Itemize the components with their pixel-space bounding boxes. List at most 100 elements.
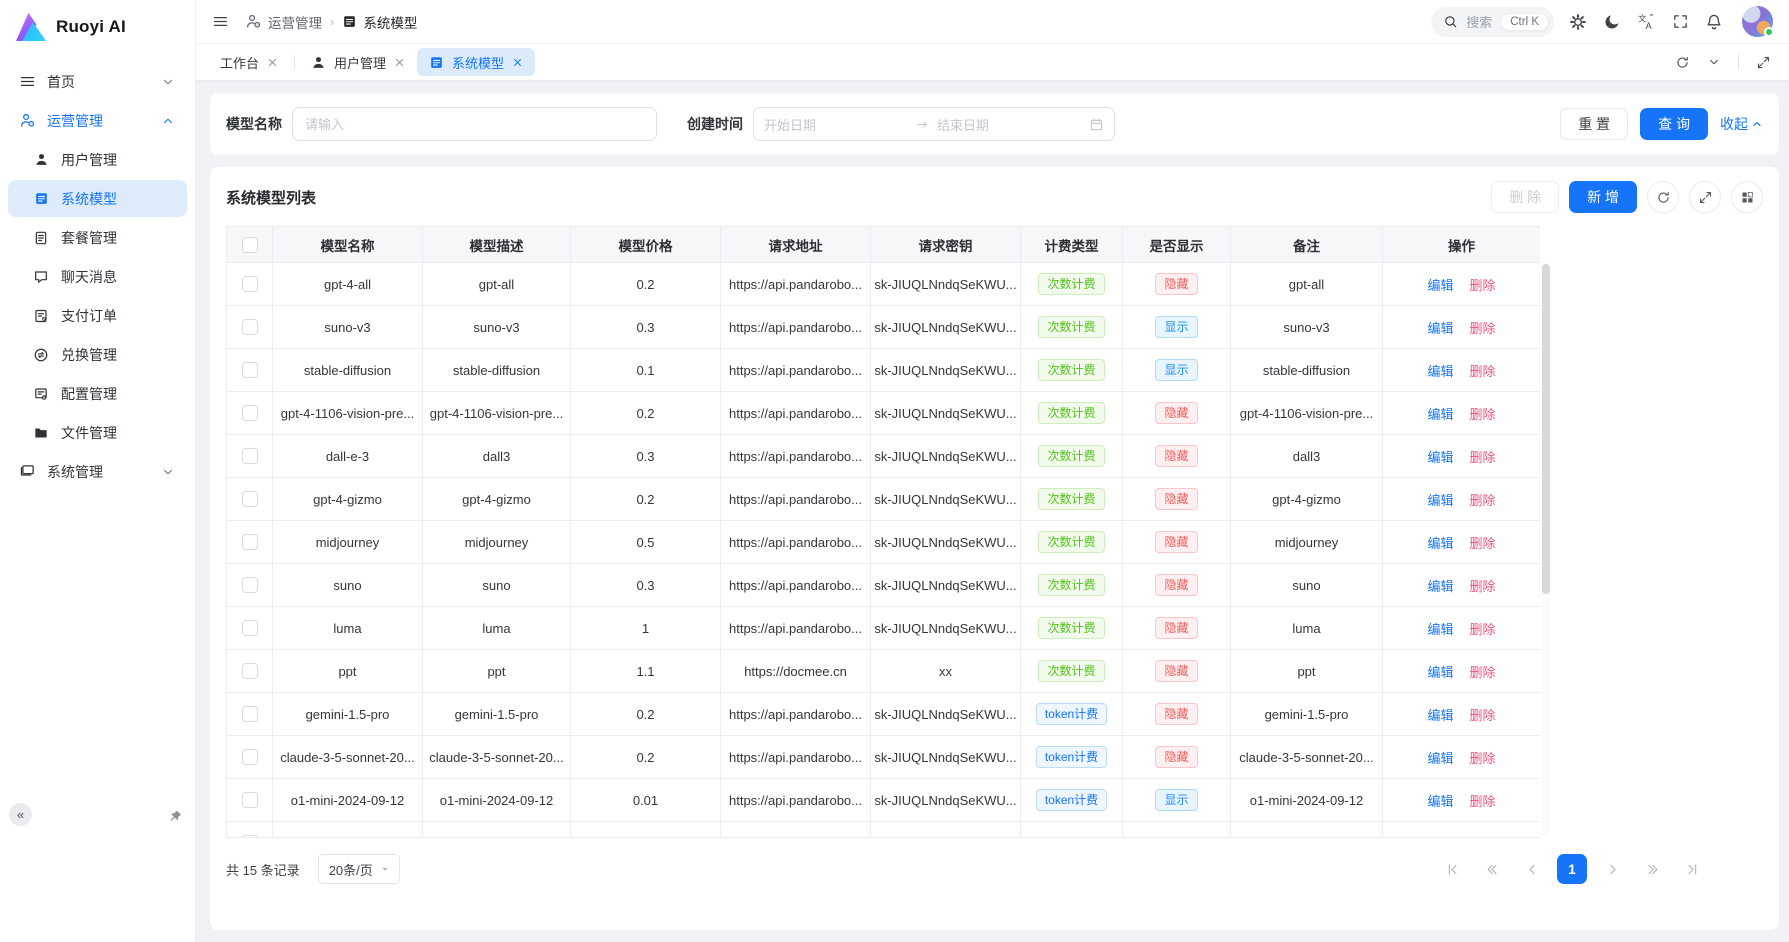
row-checkbox[interactable] — [242, 534, 258, 550]
tab-系统模型[interactable]: 系统模型 — [417, 48, 535, 76]
model-name-input[interactable] — [292, 107, 657, 141]
row-checkbox[interactable] — [242, 405, 258, 421]
delete-link[interactable]: 删除 — [1470, 794, 1496, 809]
edit-link[interactable]: 编辑 — [1427, 536, 1453, 551]
delete-link[interactable]: 删除 — [1470, 751, 1496, 766]
table-expand-arrows-button[interactable] — [1689, 181, 1721, 213]
sidebar-item-配置管理[interactable]: 配置管理 — [8, 375, 187, 412]
delete-link[interactable]: 删除 — [1470, 579, 1496, 594]
edit-link[interactable]: 编辑 — [1427, 708, 1453, 723]
row-checkbox[interactable] — [242, 276, 258, 292]
edit-link[interactable]: 编辑 — [1427, 665, 1453, 680]
pagination-next-button[interactable] — [1597, 854, 1627, 884]
delete-link[interactable]: 删除 — [1470, 493, 1496, 508]
tabbar-refresh-button[interactable] — [1668, 48, 1696, 76]
date-range-input[interactable]: 开始日期 结束日期 — [753, 107, 1115, 141]
settings-button[interactable] — [1562, 6, 1594, 38]
tab-工作台[interactable]: 工作台 — [208, 48, 290, 76]
delete-link[interactable]: 删除 — [1470, 321, 1496, 336]
sidebar-collapse-button[interactable]: « — [9, 803, 32, 826]
sidebar-item-套餐管理[interactable]: 套餐管理 — [8, 219, 187, 256]
cell-model-desc: gemini-1.5-pro — [423, 693, 571, 736]
row-checkbox[interactable] — [242, 835, 258, 838]
scrollbar-thumb[interactable] — [1542, 264, 1550, 594]
bell-button[interactable] — [1698, 6, 1730, 38]
breadcrumb-item[interactable]: 系统模型 — [342, 12, 417, 32]
edit-link[interactable]: 编辑 — [1427, 321, 1453, 336]
delete-link[interactable]: 删除 — [1470, 364, 1496, 379]
query-button[interactable]: 查 询 — [1640, 108, 1708, 140]
cell-request-key: sk-JIUQLNndqSeKWU... — [871, 478, 1021, 521]
translate-button[interactable]: 文A — [1630, 6, 1662, 38]
row-checkbox[interactable] — [242, 663, 258, 679]
sidebar-item-聊天消息[interactable]: 聊天消息 — [8, 258, 187, 295]
row-checkbox[interactable] — [242, 491, 258, 507]
edit-link[interactable]: 编辑 — [1427, 794, 1453, 809]
expand-icon — [1756, 55, 1771, 70]
pagination-prev-jump-button[interactable] — [1477, 854, 1507, 884]
row-checkbox[interactable] — [242, 749, 258, 765]
edit-link[interactable]: 编辑 — [1427, 579, 1453, 594]
edit-link[interactable]: 编辑 — [1427, 622, 1453, 637]
edit-link[interactable]: 编辑 — [1427, 450, 1453, 465]
row-checkbox[interactable] — [242, 448, 258, 464]
delete-link[interactable]: 删除 — [1470, 407, 1496, 422]
pagination-next-jump-button[interactable] — [1637, 854, 1667, 884]
pin-icon[interactable] — [168, 809, 183, 824]
collapse-filters-link[interactable]: 收起 — [1720, 114, 1763, 134]
delete-link[interactable]: 删除 — [1470, 536, 1496, 551]
row-checkbox[interactable] — [242, 620, 258, 636]
table-grid-button[interactable] — [1731, 181, 1763, 213]
pagination-page-1[interactable]: 1 — [1557, 854, 1587, 884]
select-all-checkbox[interactable] — [242, 237, 258, 253]
close-icon[interactable] — [512, 57, 523, 68]
sidebar-item-文件管理[interactable]: 文件管理 — [8, 414, 187, 451]
pagination-last-button[interactable] — [1677, 854, 1707, 884]
edit-link[interactable]: 编辑 — [1427, 493, 1453, 508]
add-button[interactable]: 新 增 — [1569, 181, 1637, 213]
sidebar-item-支付订单[interactable]: 支付订单 — [8, 297, 187, 334]
edit-link[interactable]: 编辑 — [1427, 278, 1453, 293]
reset-button[interactable]: 重 置 — [1560, 108, 1628, 140]
global-search[interactable]: 搜索 Ctrl K — [1431, 7, 1554, 37]
edit-link[interactable]: 编辑 — [1427, 364, 1453, 379]
tab-用户管理[interactable]: 用户管理 — [299, 48, 417, 76]
column-header-模型价格: 模型价格 — [571, 227, 721, 263]
close-icon[interactable] — [394, 57, 405, 68]
row-checkbox[interactable] — [242, 362, 258, 378]
sidebar-item-用户管理[interactable]: 用户管理 — [8, 141, 187, 178]
close-icon[interactable] — [267, 57, 278, 68]
row-checkbox[interactable] — [242, 319, 258, 335]
tabbar-expand-button[interactable] — [1749, 48, 1777, 76]
table-refresh-button[interactable] — [1647, 181, 1679, 213]
sidebar-item-首页[interactable]: 首页 — [8, 63, 187, 100]
row-checkbox[interactable] — [242, 792, 258, 808]
user-avatar[interactable] — [1742, 6, 1773, 37]
sidebar-item-兑换管理[interactable]: 兑换管理 — [8, 336, 187, 373]
delete-link[interactable]: 删除 — [1470, 450, 1496, 465]
page-size-select[interactable]: 20条/页 — [318, 854, 400, 884]
sidebar-item-系统管理[interactable]: 系统管理 — [8, 453, 187, 490]
table-scrollbar[interactable] — [1542, 263, 1550, 837]
tabbar-chevron-down-button[interactable] — [1700, 48, 1728, 76]
pagination-first-button[interactable] — [1437, 854, 1467, 884]
sidebar-toggle-icon[interactable] — [212, 13, 229, 30]
sidebar-item-运营管理[interactable]: 运营管理 — [8, 102, 187, 139]
delete-link[interactable]: 删除 — [1470, 665, 1496, 680]
row-checkbox[interactable] — [242, 577, 258, 593]
breadcrumb-item[interactable]: 运营管理 — [245, 12, 322, 32]
brand-logo[interactable]: Ruoyi AI — [0, 0, 195, 51]
refresh-icon — [1656, 190, 1671, 205]
moon-button[interactable] — [1596, 6, 1628, 38]
pagination-prev-button[interactable] — [1517, 854, 1547, 884]
cell-model-name: gpt-4-all — [273, 263, 423, 306]
delete-link[interactable]: 删除 — [1470, 278, 1496, 293]
delete-link[interactable]: 删除 — [1470, 708, 1496, 723]
edit-link[interactable]: 编辑 — [1427, 751, 1453, 766]
sidebar-item-系统模型[interactable]: 系统模型 — [8, 180, 187, 217]
fullscreen-button[interactable] — [1664, 6, 1696, 38]
edit-link[interactable]: 编辑 — [1427, 407, 1453, 422]
delete-button[interactable]: 删 除 — [1491, 181, 1559, 213]
row-checkbox[interactable] — [242, 706, 258, 722]
delete-link[interactable]: 删除 — [1470, 622, 1496, 637]
